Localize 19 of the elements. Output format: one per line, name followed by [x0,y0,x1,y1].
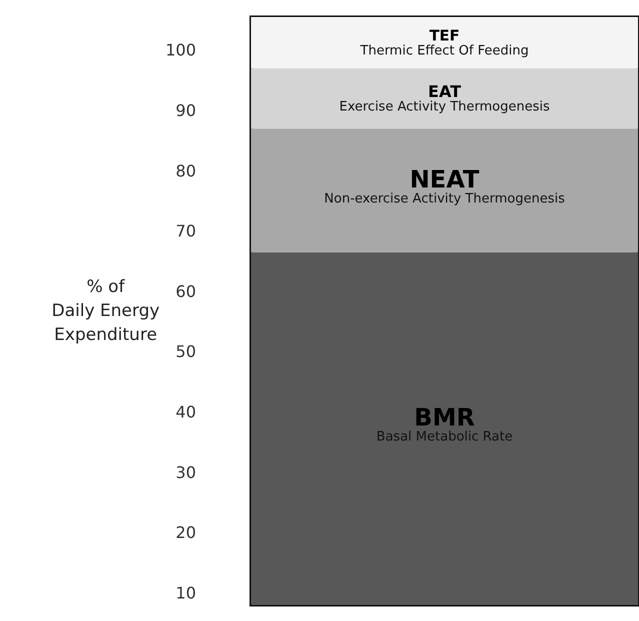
y-axis-title: % of Daily Energy Expenditure [52,277,160,345]
y-tick-label: 90 [176,100,196,120]
annotation: Basal Metabolic Rate [376,430,513,445]
y-tick-label: 80 [176,161,196,180]
y-tick-label: 100 [165,40,196,60]
y-tick-label: 40 [176,402,196,422]
series-label: NEAT [410,165,480,194]
annotation: Exercise Activity Thermogenesis [339,99,550,114]
series-label: BMR [414,404,475,432]
y-tick-label: 30 [176,462,196,482]
series-label: TEF [429,28,460,45]
series-label: EAT [428,82,462,101]
y-tick-label: 50 [176,342,196,362]
y-tick-label: 20 [176,523,196,542]
y-tick-label: 60 [176,282,196,301]
annotation: Thermic Effect Of Feeding [359,44,529,59]
y-tick-label: 10 [176,583,196,602]
annotation: Non-exercise Activity Thermogenesis [324,191,566,206]
y-tick-label: 70 [176,222,196,241]
